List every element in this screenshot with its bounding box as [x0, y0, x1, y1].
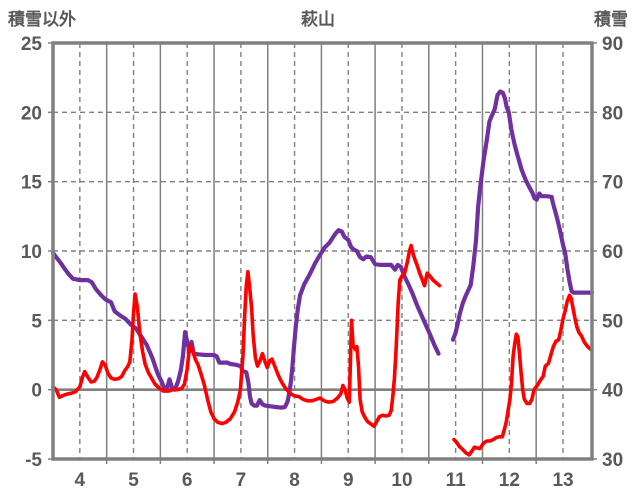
purple-series-line: [50, 228, 441, 410]
x-axis-tick-label: 11: [446, 470, 467, 491]
plot-border: [51, 41, 594, 461]
purple-series-line: [450, 89, 595, 342]
left-axis-title: 積雪以外: [8, 10, 76, 29]
right-axis-tick-label: 70: [602, 173, 623, 194]
x-axis-tick-label: 12: [499, 470, 520, 491]
x-axis-tick-label: 8: [289, 470, 300, 491]
left-axis-tick-label: 15: [21, 173, 43, 194]
x-axis-tick-label: 6: [182, 470, 193, 491]
chart-title: 萩山: [301, 10, 335, 29]
left-axis-tick-label: 0: [31, 381, 42, 402]
x-axis-tick-label: 9: [343, 470, 354, 491]
left-axis-tick-label: 10: [21, 242, 42, 263]
x-axis-tick-label: 5: [128, 470, 139, 491]
left-axis-tick-label: 25: [21, 34, 43, 55]
left-axis-tick-label: 5: [31, 311, 42, 332]
x-axis-tick-label: 4: [75, 470, 86, 491]
red-series-line: [51, 243, 442, 429]
red-series-line: [452, 293, 593, 457]
right-axis-tick-label: 60: [602, 242, 623, 263]
right-axis-tick-label: 80: [602, 103, 623, 124]
right-axis-title: 積雪: [594, 10, 628, 29]
x-axis-tick-label: 13: [552, 470, 573, 491]
right-axis-tick-label: 50: [602, 311, 623, 332]
left-axis-tick-label: 20: [21, 103, 42, 124]
right-axis-tick-label: 30: [602, 450, 623, 471]
left-axis-tick-label: -5: [25, 450, 42, 471]
x-axis-tick-label: 7: [236, 470, 247, 491]
right-axis-tick-label: 90: [602, 34, 623, 55]
right-axis-tick-label: 40: [602, 381, 623, 402]
x-axis-tick-label: 10: [391, 470, 412, 491]
